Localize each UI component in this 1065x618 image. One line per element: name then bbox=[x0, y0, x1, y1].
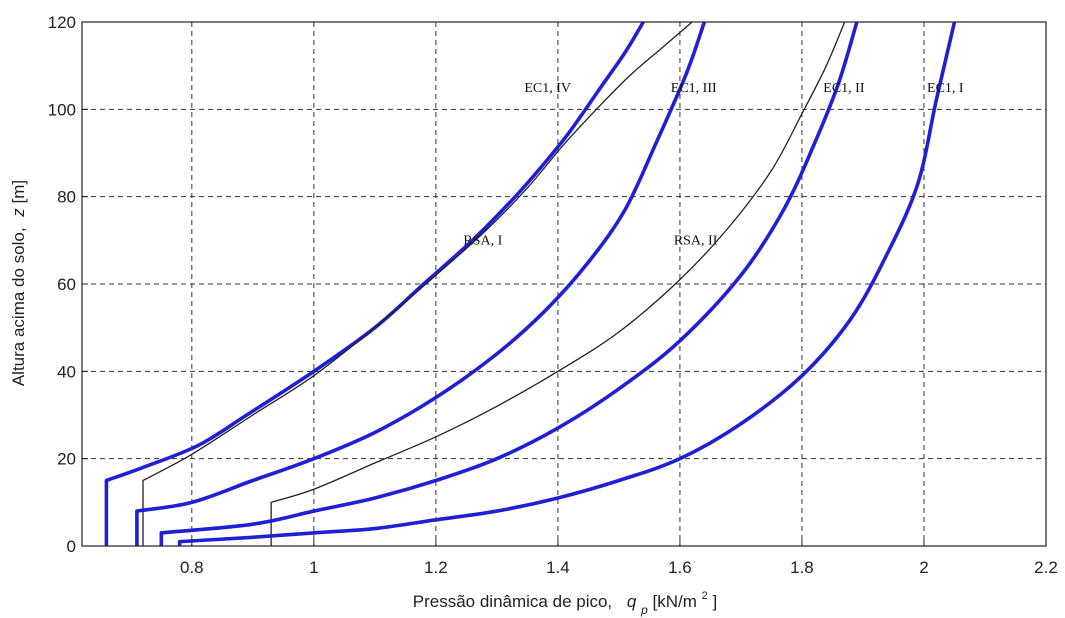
y-tick-label: 0 bbox=[67, 537, 76, 556]
y-axis-title: Altura acima do solo, z [m] bbox=[9, 180, 28, 386]
curve-rsa-ii bbox=[270, 21, 846, 546]
y-ticks: 0 20 40 60 80 100 120 bbox=[48, 13, 88, 556]
x-tick-label: 1.2 bbox=[424, 558, 448, 577]
curve-label: EC1, IV bbox=[524, 81, 571, 96]
x-axis-unit-close: ] bbox=[713, 592, 718, 611]
curve-ec1-iv bbox=[104, 21, 645, 546]
curve-ec1-ii bbox=[159, 21, 859, 546]
x-axis-title: Pressão dinâmica de pico, q p [kN/m 2 ] bbox=[413, 584, 717, 618]
y-tick-label: 100 bbox=[48, 100, 76, 119]
y-tick-label: 60 bbox=[57, 275, 76, 294]
curve-label: EC1, III bbox=[671, 81, 717, 96]
x-tick-label: 1 bbox=[309, 558, 318, 577]
curve-label: EC1, I bbox=[927, 81, 964, 96]
x-axis-title-text: Pressão dinâmica de pico, bbox=[413, 592, 612, 611]
y-tick-label: 120 bbox=[48, 13, 76, 32]
curve-label: RSA, II bbox=[674, 234, 718, 249]
y-tick-label: 40 bbox=[57, 362, 76, 381]
curve-labels: EC1, IV EC1, III EC1, II EC1, I RSA, I RSA, I… bbox=[463, 81, 964, 249]
curves bbox=[104, 21, 957, 546]
y-tick-label: 20 bbox=[57, 450, 76, 469]
curve-ec1-iii bbox=[135, 21, 707, 546]
x-axis-unit: [kN/m bbox=[653, 592, 697, 611]
x-tick-label: 1.6 bbox=[668, 558, 692, 577]
x-tick-label: 2.2 bbox=[1034, 558, 1058, 577]
x-tick-label: 1.4 bbox=[546, 558, 570, 577]
x-ticks: 0.8 1 1.2 1.4 1.6 1.8 2 2.2 bbox=[180, 540, 1058, 577]
x-axis-symbol: q bbox=[627, 592, 637, 611]
x-axis-unit-superscript: 2 bbox=[702, 590, 708, 602]
curve-rsa-i bbox=[142, 21, 693, 546]
curve-label: RSA, I bbox=[463, 234, 502, 249]
y-axis-symbol: z bbox=[9, 208, 28, 218]
curve-label: EC1, II bbox=[823, 81, 865, 96]
y-axis-title-text: Altura acima do solo, bbox=[9, 227, 28, 386]
x-axis-symbol-subscript: p bbox=[640, 603, 648, 617]
grid bbox=[82, 22, 1046, 546]
y-axis-unit: [m] bbox=[9, 180, 28, 204]
x-tick-label: 2 bbox=[919, 558, 928, 577]
curve-ec1-i bbox=[177, 21, 957, 546]
x-tick-label: 0.8 bbox=[180, 558, 204, 577]
y-tick-label: 80 bbox=[57, 188, 76, 207]
x-tick-label: 1.8 bbox=[790, 558, 814, 577]
